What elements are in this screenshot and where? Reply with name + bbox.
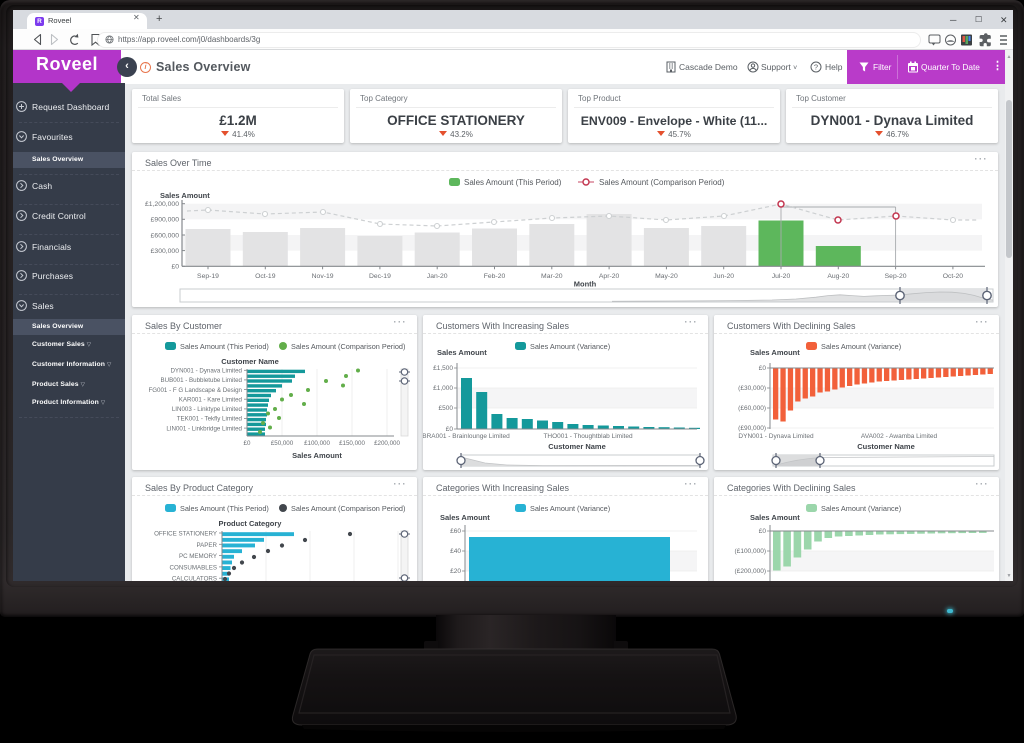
svg-text:£0: £0	[759, 528, 767, 535]
svg-text:£600,000: £600,000	[151, 232, 180, 239]
svg-text:Nov-19: Nov-19	[312, 273, 334, 280]
svg-text:£20: £20	[450, 568, 461, 575]
svg-text:£40: £40	[450, 548, 461, 555]
svg-text:?: ?	[814, 63, 818, 72]
svg-text:£50,000: £50,000	[271, 440, 294, 447]
svg-text:Jan-20: Jan-20	[427, 273, 448, 280]
svg-text:Product Category: Product Category	[219, 519, 283, 528]
svg-text:Sales Amount: Sales Amount	[440, 513, 490, 522]
svg-text:£500: £500	[439, 405, 454, 412]
svg-text:LIN003 - Linktype Limited: LIN003 - Linktype Limited	[172, 406, 243, 413]
svg-text:Customer Name: Customer Name	[857, 442, 915, 451]
svg-text:Sales Amount: Sales Amount	[750, 513, 800, 522]
svg-text:CALCULATORS: CALCULATORS	[172, 576, 217, 581]
svg-text:May-20: May-20	[655, 273, 678, 280]
svg-text:Feb-20: Feb-20	[484, 273, 506, 280]
svg-text:PC MEMORY: PC MEMORY	[179, 553, 217, 560]
svg-text:CONSUMABLES: CONSUMABLES	[170, 564, 217, 571]
svg-text:KAR001 - Kare Limited: KAR001 - Kare Limited	[179, 396, 243, 403]
svg-text:Sales Amount (Comparison Perio: Sales Amount (Comparison Period)	[291, 504, 405, 513]
svg-text:DYN001 - Dynava Limited: DYN001 - Dynava Limited	[170, 368, 242, 375]
svg-text:Sales Amount (Variance): Sales Amount (Variance)	[821, 342, 901, 351]
svg-text:Sales Amount: Sales Amount	[160, 191, 210, 200]
svg-text:Month: Month	[574, 280, 597, 289]
svg-text:OFFICE STATIONERY: OFFICE STATIONERY	[154, 531, 217, 538]
svg-text:Sales Amount: Sales Amount	[437, 348, 487, 357]
svg-text:£1,000: £1,000	[433, 385, 453, 392]
svg-text:DYN001 - Dynava Limited: DYN001 - Dynava Limited	[738, 433, 814, 440]
svg-text:AVA002 - Awamba Limited: AVA002 - Awamba Limited	[861, 433, 938, 440]
svg-text:£60: £60	[450, 528, 461, 535]
svg-text:FG001 - F G Landscape & Design: FG001 - F G Landscape & Design	[148, 387, 242, 394]
svg-text:Sales Amount (Variance): Sales Amount (Variance)	[821, 504, 901, 513]
svg-text:Sep-19: Sep-19	[197, 273, 219, 280]
svg-text:£100,000: £100,000	[304, 440, 330, 447]
svg-text:£1,500: £1,500	[433, 365, 453, 372]
svg-text:Aug-20: Aug-20	[827, 273, 849, 280]
svg-text:(£30,000): (£30,000)	[738, 385, 766, 392]
svg-text:PAPER: PAPER	[196, 542, 217, 549]
svg-text:Sales Amount: Sales Amount	[292, 451, 342, 460]
svg-text:Jul-20: Jul-20	[772, 273, 791, 280]
svg-text:£200,000: £200,000	[374, 440, 400, 447]
svg-text:£0: £0	[244, 440, 251, 447]
svg-text:Apr-20: Apr-20	[599, 273, 620, 280]
svg-text:(£100,000): (£100,000)	[735, 548, 766, 555]
svg-text:TEK001 - Tekfly Limited: TEK001 - Tekfly Limited	[177, 416, 243, 423]
svg-text:£0: £0	[171, 264, 179, 271]
svg-text:BUB001 - Bubbletube Limited: BUB001 - Bubbletube Limited	[160, 377, 242, 384]
svg-text:£0: £0	[446, 426, 454, 433]
svg-text:BRA001 - Brainlounge Limited: BRA001 - Brainlounge Limited	[423, 433, 510, 440]
svg-text:Mar-20: Mar-20	[541, 273, 563, 280]
svg-text:Sales Amount (This Period): Sales Amount (This Period)	[464, 178, 562, 187]
svg-text:(£90,000): (£90,000)	[738, 425, 766, 432]
svg-text:Sales Amount (Variance): Sales Amount (Variance)	[530, 504, 610, 513]
svg-text:£300,000: £300,000	[151, 248, 180, 255]
svg-text:Sales Amount (Comparison Perio: Sales Amount (Comparison Period)	[599, 178, 725, 187]
svg-text:THO001 - Thoughtblab Limited: THO001 - Thoughtblab Limited	[543, 433, 633, 440]
svg-text:Sales Amount: Sales Amount	[750, 348, 800, 357]
svg-text:Sales Amount (This Period): Sales Amount (This Period)	[180, 342, 269, 351]
svg-text:£1,200,000: £1,200,000	[145, 201, 179, 208]
svg-text:Customer Name: Customer Name	[221, 357, 279, 366]
svg-text:£900,000: £900,000	[151, 217, 180, 224]
svg-text:Sep-20: Sep-20	[885, 273, 907, 280]
svg-text:Oct-19: Oct-19	[255, 273, 276, 280]
svg-text:LIN001 - Linkbridge Limited: LIN001 - Linkbridge Limited	[166, 425, 242, 432]
svg-text:Oct-20: Oct-20	[943, 273, 964, 280]
svg-text:Customer Name: Customer Name	[548, 442, 606, 451]
svg-text:Sales Amount (Variance): Sales Amount (Variance)	[530, 342, 610, 351]
svg-text:Sales Amount (Comparison Perio: Sales Amount (Comparison Period)	[291, 342, 405, 351]
svg-text:(£60,000): (£60,000)	[738, 405, 766, 412]
svg-text:(£200,000): (£200,000)	[735, 568, 766, 575]
svg-text:Jun-20: Jun-20	[713, 273, 734, 280]
svg-text:£0: £0	[759, 365, 767, 372]
svg-text:Dec-19: Dec-19	[369, 273, 391, 280]
svg-text:£150,000: £150,000	[339, 440, 365, 447]
svg-text:Sales Amount (This Period): Sales Amount (This Period)	[180, 504, 269, 513]
